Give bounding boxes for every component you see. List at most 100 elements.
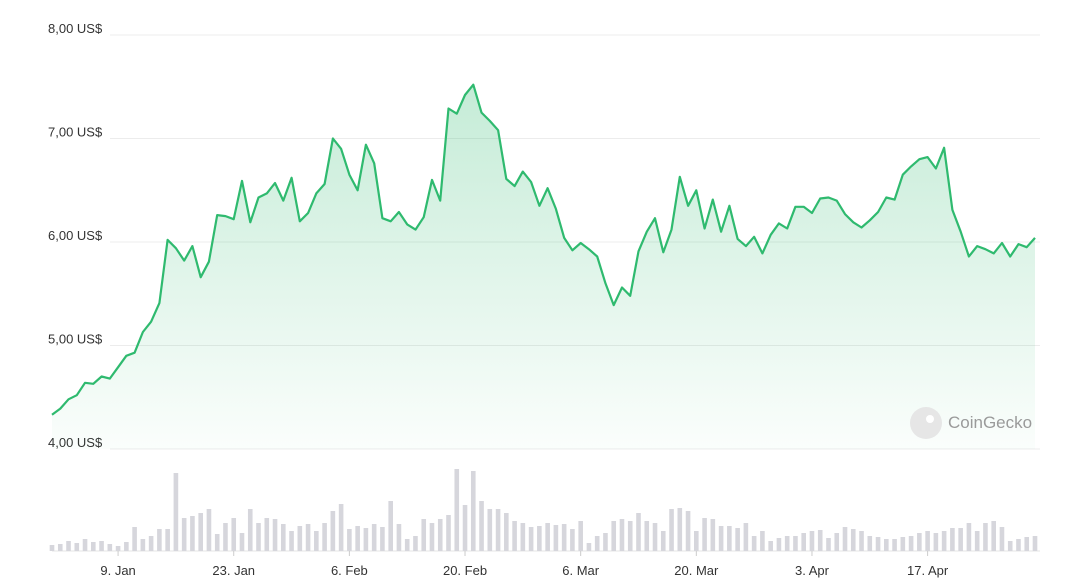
volume-bar — [603, 533, 608, 551]
volume-bar — [991, 521, 996, 551]
volume-bar — [859, 531, 864, 551]
volume-bar — [99, 541, 104, 551]
volume-bar — [826, 538, 831, 551]
volume-bar — [223, 523, 228, 551]
volume-bar — [743, 523, 749, 551]
volume-bar — [892, 539, 897, 551]
y-tick-label: 8,00 US$ — [48, 21, 103, 36]
volume-bar — [305, 524, 311, 551]
volume-bar — [875, 537, 881, 551]
volume-bar — [363, 528, 369, 551]
volume-bar — [925, 531, 930, 551]
volume-bar — [917, 533, 922, 551]
volume-bar — [462, 505, 468, 551]
volume-bar — [718, 526, 724, 551]
volume-bar — [355, 526, 360, 551]
volume-bar — [850, 529, 856, 551]
volume-bar — [479, 501, 484, 551]
volume-bar — [842, 527, 848, 551]
volume-bar — [809, 531, 815, 551]
volume-bar — [644, 521, 650, 551]
volume-bar — [272, 519, 278, 551]
volume-bar — [214, 534, 220, 551]
price-line — [51, 83, 1036, 416]
volume-bar — [867, 536, 873, 551]
watermark-eye — [926, 415, 934, 423]
volume-bar — [999, 527, 1005, 551]
x-tick-label: 3. Apr — [795, 563, 830, 578]
volume-bar — [165, 529, 170, 551]
volume-bar — [380, 527, 385, 551]
x-tick-label: 6. Mar — [562, 563, 600, 578]
volume-bar — [206, 509, 212, 551]
volume-bar — [1032, 536, 1038, 551]
volume-bar — [264, 518, 270, 551]
volume-bar — [677, 508, 683, 551]
volume-bar — [652, 523, 658, 551]
watermark-text: CoinGecko — [948, 413, 1032, 432]
volume-bar — [454, 469, 460, 551]
volume-bar — [347, 529, 352, 551]
volume-bar — [619, 519, 625, 551]
volume-bar — [107, 544, 113, 551]
volume-bar — [388, 501, 393, 551]
volume-bar — [140, 539, 146, 551]
volume-bar — [49, 545, 55, 551]
volume-bar — [760, 531, 765, 551]
volume-bar — [413, 536, 418, 551]
volume-bar — [404, 539, 410, 551]
volume-bar — [751, 536, 757, 551]
volume-bar — [1007, 541, 1013, 551]
volume-bar — [82, 539, 88, 551]
volume-bar — [702, 518, 707, 551]
volume-bar — [190, 516, 195, 551]
x-tick-label: 9. Jan — [100, 563, 135, 578]
volume-bar — [181, 518, 187, 551]
volume-bar — [124, 542, 129, 551]
volume-bar — [280, 524, 286, 551]
volume-bar — [1024, 537, 1030, 551]
volume-bar — [950, 528, 955, 551]
volume-bar — [966, 523, 972, 551]
volume-bar — [941, 531, 947, 551]
volume-bar — [578, 521, 583, 551]
volume-bar — [322, 523, 327, 551]
volume-bar — [727, 526, 732, 551]
volume-bar — [470, 471, 476, 551]
volume-bar — [504, 513, 509, 551]
volume-bar — [371, 524, 377, 551]
volume-bar — [520, 523, 526, 551]
volume-bar — [437, 519, 443, 551]
volume-bar — [694, 531, 699, 551]
volume-bar — [173, 473, 179, 551]
x-tick-label: 20. Feb — [443, 563, 487, 578]
volume-bar — [545, 523, 550, 551]
volume-bar — [933, 533, 939, 551]
volume-bar — [231, 518, 237, 551]
volume-bar — [239, 533, 245, 551]
volume-bar — [669, 509, 674, 551]
x-tick-label: 6. Feb — [331, 563, 368, 578]
volume-bar — [983, 523, 988, 551]
volume-bar — [908, 536, 914, 551]
x-tick-label: 17. Apr — [907, 563, 949, 578]
volume-bar — [429, 523, 435, 551]
volume-bar — [627, 521, 633, 551]
volume-bar — [495, 509, 501, 551]
volume-bar — [710, 519, 716, 551]
volume-bar — [793, 536, 798, 551]
volume-bar — [884, 539, 889, 551]
volume-bar — [91, 542, 96, 551]
volume-bar — [74, 543, 80, 551]
volume-bar — [528, 527, 534, 551]
volume-bar — [561, 524, 567, 551]
volume-bar — [256, 523, 261, 551]
volume-bar — [148, 536, 154, 551]
volume-bar — [974, 531, 980, 551]
watermark-logo — [910, 407, 942, 439]
volume-bar — [297, 526, 303, 551]
watermark: CoinGecko — [910, 407, 1032, 439]
volume-bar — [784, 536, 790, 551]
volume-bar — [553, 525, 559, 551]
